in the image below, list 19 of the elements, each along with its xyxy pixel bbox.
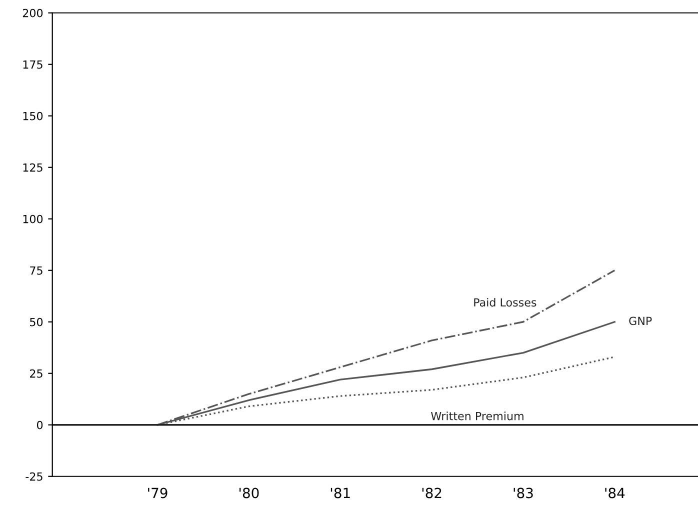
x-tick-label: '83 — [514, 488, 533, 498]
x-tick-label: '84 — [605, 488, 625, 498]
y-tick-label: 75 — [30, 266, 42, 275]
y-tick-label: 200 — [22, 8, 43, 18]
y-tick-label: 175 — [23, 60, 42, 69]
y-tick-label: 100 — [23, 214, 43, 224]
series-label: Paid Losses — [474, 298, 536, 307]
y-tick-label: 25 — [30, 369, 42, 378]
x-tick-label: '81 — [330, 488, 350, 498]
y-tick-label: 50 — [30, 318, 43, 326]
y-tick-label: 125 — [23, 163, 42, 172]
series-label: GNP — [629, 316, 652, 326]
y-tick-label: 150 — [23, 112, 43, 120]
series-label: Written Premium — [431, 412, 524, 420]
x-tick-label: '79 — [148, 488, 168, 498]
x-tick-label: '82 — [422, 488, 442, 498]
x-tick-label: '80 — [240, 488, 259, 498]
y-tick-label: -25 — [26, 472, 42, 481]
y-tick-label: 0 — [36, 420, 43, 430]
